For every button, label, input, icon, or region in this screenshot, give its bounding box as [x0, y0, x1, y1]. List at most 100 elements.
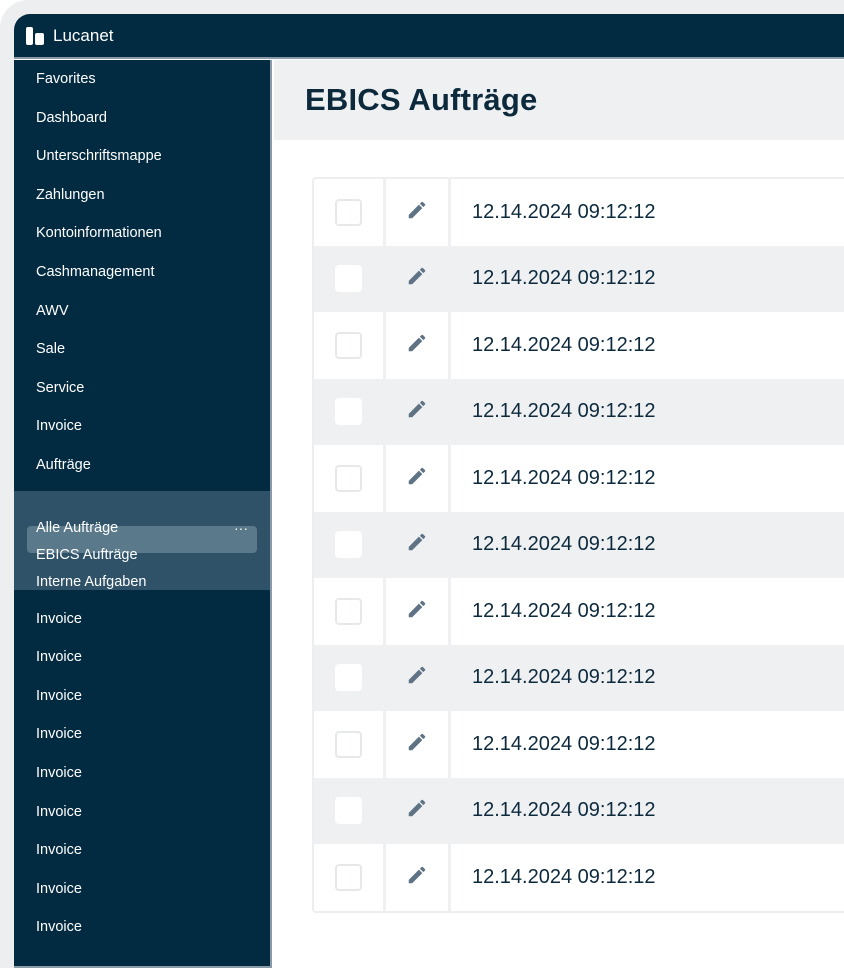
sidebar-item-auftr-ge[interactable]: Aufträge — [36, 456, 91, 473]
row-checkbox[interactable] — [335, 331, 362, 359]
edit-pencil-icon[interactable] — [406, 864, 428, 891]
sidebar-item-service[interactable]: Service — [36, 379, 85, 396]
timestamp-cell: 12.14.2024 09:12:12 — [472, 799, 656, 822]
checkbox-cell — [314, 445, 386, 512]
brand-name: Lucanet — [53, 25, 114, 45]
row-checkbox[interactable] — [335, 265, 362, 293]
edit-cell — [386, 312, 451, 379]
main-content: EBICS Aufträge 12.14.2024 09:12:12 12.14.… — [274, 60, 844, 968]
timestamp-cell: 12.14.2024 09:12:12 — [472, 200, 656, 223]
sidebar-item-cashmanagement[interactable]: Cashmanagement — [36, 263, 155, 280]
edit-pencil-icon[interactable] — [406, 598, 428, 625]
edit-pencil-icon[interactable] — [406, 531, 428, 558]
checkbox-cell — [314, 578, 386, 645]
sidebar-subitem-interne-aufgaben[interactable]: Interne Aufgaben — [36, 573, 147, 590]
title-bar: EBICS Aufträge — [274, 60, 844, 140]
edit-pencil-icon[interactable] — [406, 797, 428, 824]
lucanet-logo-icon — [26, 26, 44, 45]
table-row[interactable]: 12.14.2024 09:12:12 — [314, 777, 844, 845]
row-checkbox[interactable] — [335, 664, 362, 692]
row-checkbox[interactable] — [335, 597, 362, 625]
sidebar-item-invoice[interactable]: Invoice — [36, 687, 82, 704]
edit-cell — [386, 445, 451, 512]
timestamp-cell: 12.14.2024 09:12:12 — [472, 533, 656, 556]
table-row[interactable]: 12.14.2024 09:12:12 — [314, 578, 844, 645]
edit-cell — [386, 379, 451, 446]
sidebar-item-awv[interactable]: AWV — [36, 302, 69, 319]
table-row[interactable]: 12.14.2024 09:12:12 — [314, 511, 844, 579]
table-row[interactable]: 12.14.2024 09:12:12 — [314, 711, 844, 778]
edit-pencil-icon[interactable] — [406, 199, 428, 226]
edit-cell — [386, 844, 451, 911]
sidebar-item-invoice[interactable]: Invoice — [36, 418, 82, 435]
sidebar-item-invoice[interactable]: Invoice — [36, 803, 82, 820]
row-checkbox[interactable] — [335, 531, 362, 559]
timestamp-cell: 12.14.2024 09:12:12 — [472, 865, 656, 888]
row-checkbox[interactable] — [335, 464, 362, 492]
more-options-icon[interactable]: ··· — [234, 519, 248, 536]
sidebar-subitem-ebics-auftraege[interactable]: EBICS Aufträge — [36, 546, 138, 563]
selected-highlight — [27, 525, 257, 553]
sidebar-item-sale[interactable]: Sale — [36, 341, 66, 358]
row-checkbox[interactable] — [335, 398, 362, 426]
edit-cell — [386, 778, 451, 845]
table-row[interactable]: 12.14.2024 09:12:12 — [314, 844, 844, 911]
table-row[interactable]: 12.14.2024 09:12:12 — [314, 312, 844, 379]
edit-cell — [386, 578, 451, 645]
checkbox-cell — [314, 379, 386, 446]
checkbox-cell — [314, 778, 386, 845]
edit-cell — [386, 645, 451, 712]
sidebar-item-kontoinformationen[interactable]: Kontoinformationen — [36, 225, 162, 242]
sidebar-group-auftraege: Alle Aufträge ··· EBICS Aufträge Interne … — [14, 490, 270, 590]
edit-pencil-icon[interactable] — [406, 465, 428, 492]
row-checkbox[interactable] — [335, 863, 362, 891]
table-row[interactable]: 12.14.2024 09:12:12 — [314, 445, 844, 512]
timestamp-cell: 12.14.2024 09:12:12 — [472, 732, 656, 755]
checkbox-cell — [314, 179, 386, 246]
sidebar-item-invoice[interactable]: Invoice — [36, 842, 82, 859]
edit-cell — [386, 246, 451, 313]
checkbox-cell — [314, 711, 386, 778]
sidebar-item-invoice[interactable]: Invoice — [36, 649, 82, 666]
timestamp-cell: 12.14.2024 09:12:12 — [472, 400, 656, 423]
sidebar-item-invoice[interactable]: Invoice — [36, 764, 82, 781]
sidebar-item-dashboard[interactable]: Dashboard — [36, 109, 107, 126]
sidebar-subitem-alle-auftraege[interactable]: Alle Aufträge ··· — [14, 516, 270, 543]
timestamp-cell: 12.14.2024 09:12:12 — [472, 267, 656, 290]
sidebar-item-invoice[interactable]: Invoice — [36, 919, 82, 936]
sidebar-item-favorites[interactable]: Favorites — [36, 71, 96, 87]
checkbox-cell — [314, 246, 386, 313]
sidebar-item-invoice[interactable]: Invoice — [36, 880, 82, 897]
edit-cell — [386, 512, 451, 579]
edit-cell — [386, 179, 451, 246]
app: Lucanet Favorites Dashboard Unterschriftsm… — [14, 14, 844, 968]
edit-pencil-icon[interactable] — [406, 332, 428, 359]
edit-pencil-icon[interactable] — [406, 664, 428, 691]
page-title: EBICS Aufträge — [305, 82, 538, 117]
row-checkbox[interactable] — [335, 797, 362, 825]
sidebar: Favorites Dashboard Unterschriftsmappe Zahl… — [14, 60, 272, 968]
row-checkbox[interactable] — [335, 730, 362, 758]
sidebar-item-invoice[interactable]: Invoice — [36, 726, 82, 743]
table-row[interactable]: 12.14.2024 09:12:12 — [314, 644, 844, 712]
edit-pencil-icon[interactable] — [406, 265, 428, 292]
table-row[interactable]: 12.14.2024 09:12:12 — [314, 179, 844, 246]
checkbox-cell — [314, 645, 386, 712]
timestamp-cell: 12.14.2024 09:12:12 — [472, 333, 656, 356]
edit-pencil-icon[interactable] — [406, 731, 428, 758]
orders-table: 12.14.2024 09:12:12 12.14.2024 09:12:12 12… — [312, 177, 844, 913]
row-checkbox[interactable] — [335, 198, 362, 226]
top-bar: Lucanet — [14, 14, 844, 59]
edit-cell — [386, 711, 451, 778]
timestamp-cell: 12.14.2024 09:12:12 — [472, 666, 656, 689]
sidebar-item-invoice[interactable]: Invoice — [36, 610, 82, 627]
timestamp-cell: 12.14.2024 09:12:12 — [472, 599, 656, 622]
sidebar-item-zahlungen[interactable]: Zahlungen — [36, 186, 105, 203]
table-row[interactable]: 12.14.2024 09:12:12 — [314, 378, 844, 446]
checkbox-cell — [314, 512, 386, 579]
table-row[interactable]: 12.14.2024 09:12:12 — [314, 245, 844, 313]
timestamp-cell: 12.14.2024 09:12:12 — [472, 466, 656, 489]
checkbox-cell — [314, 844, 386, 911]
sidebar-item-unterschriftsmappe[interactable]: Unterschriftsmappe — [36, 148, 162, 165]
edit-pencil-icon[interactable] — [406, 398, 428, 425]
